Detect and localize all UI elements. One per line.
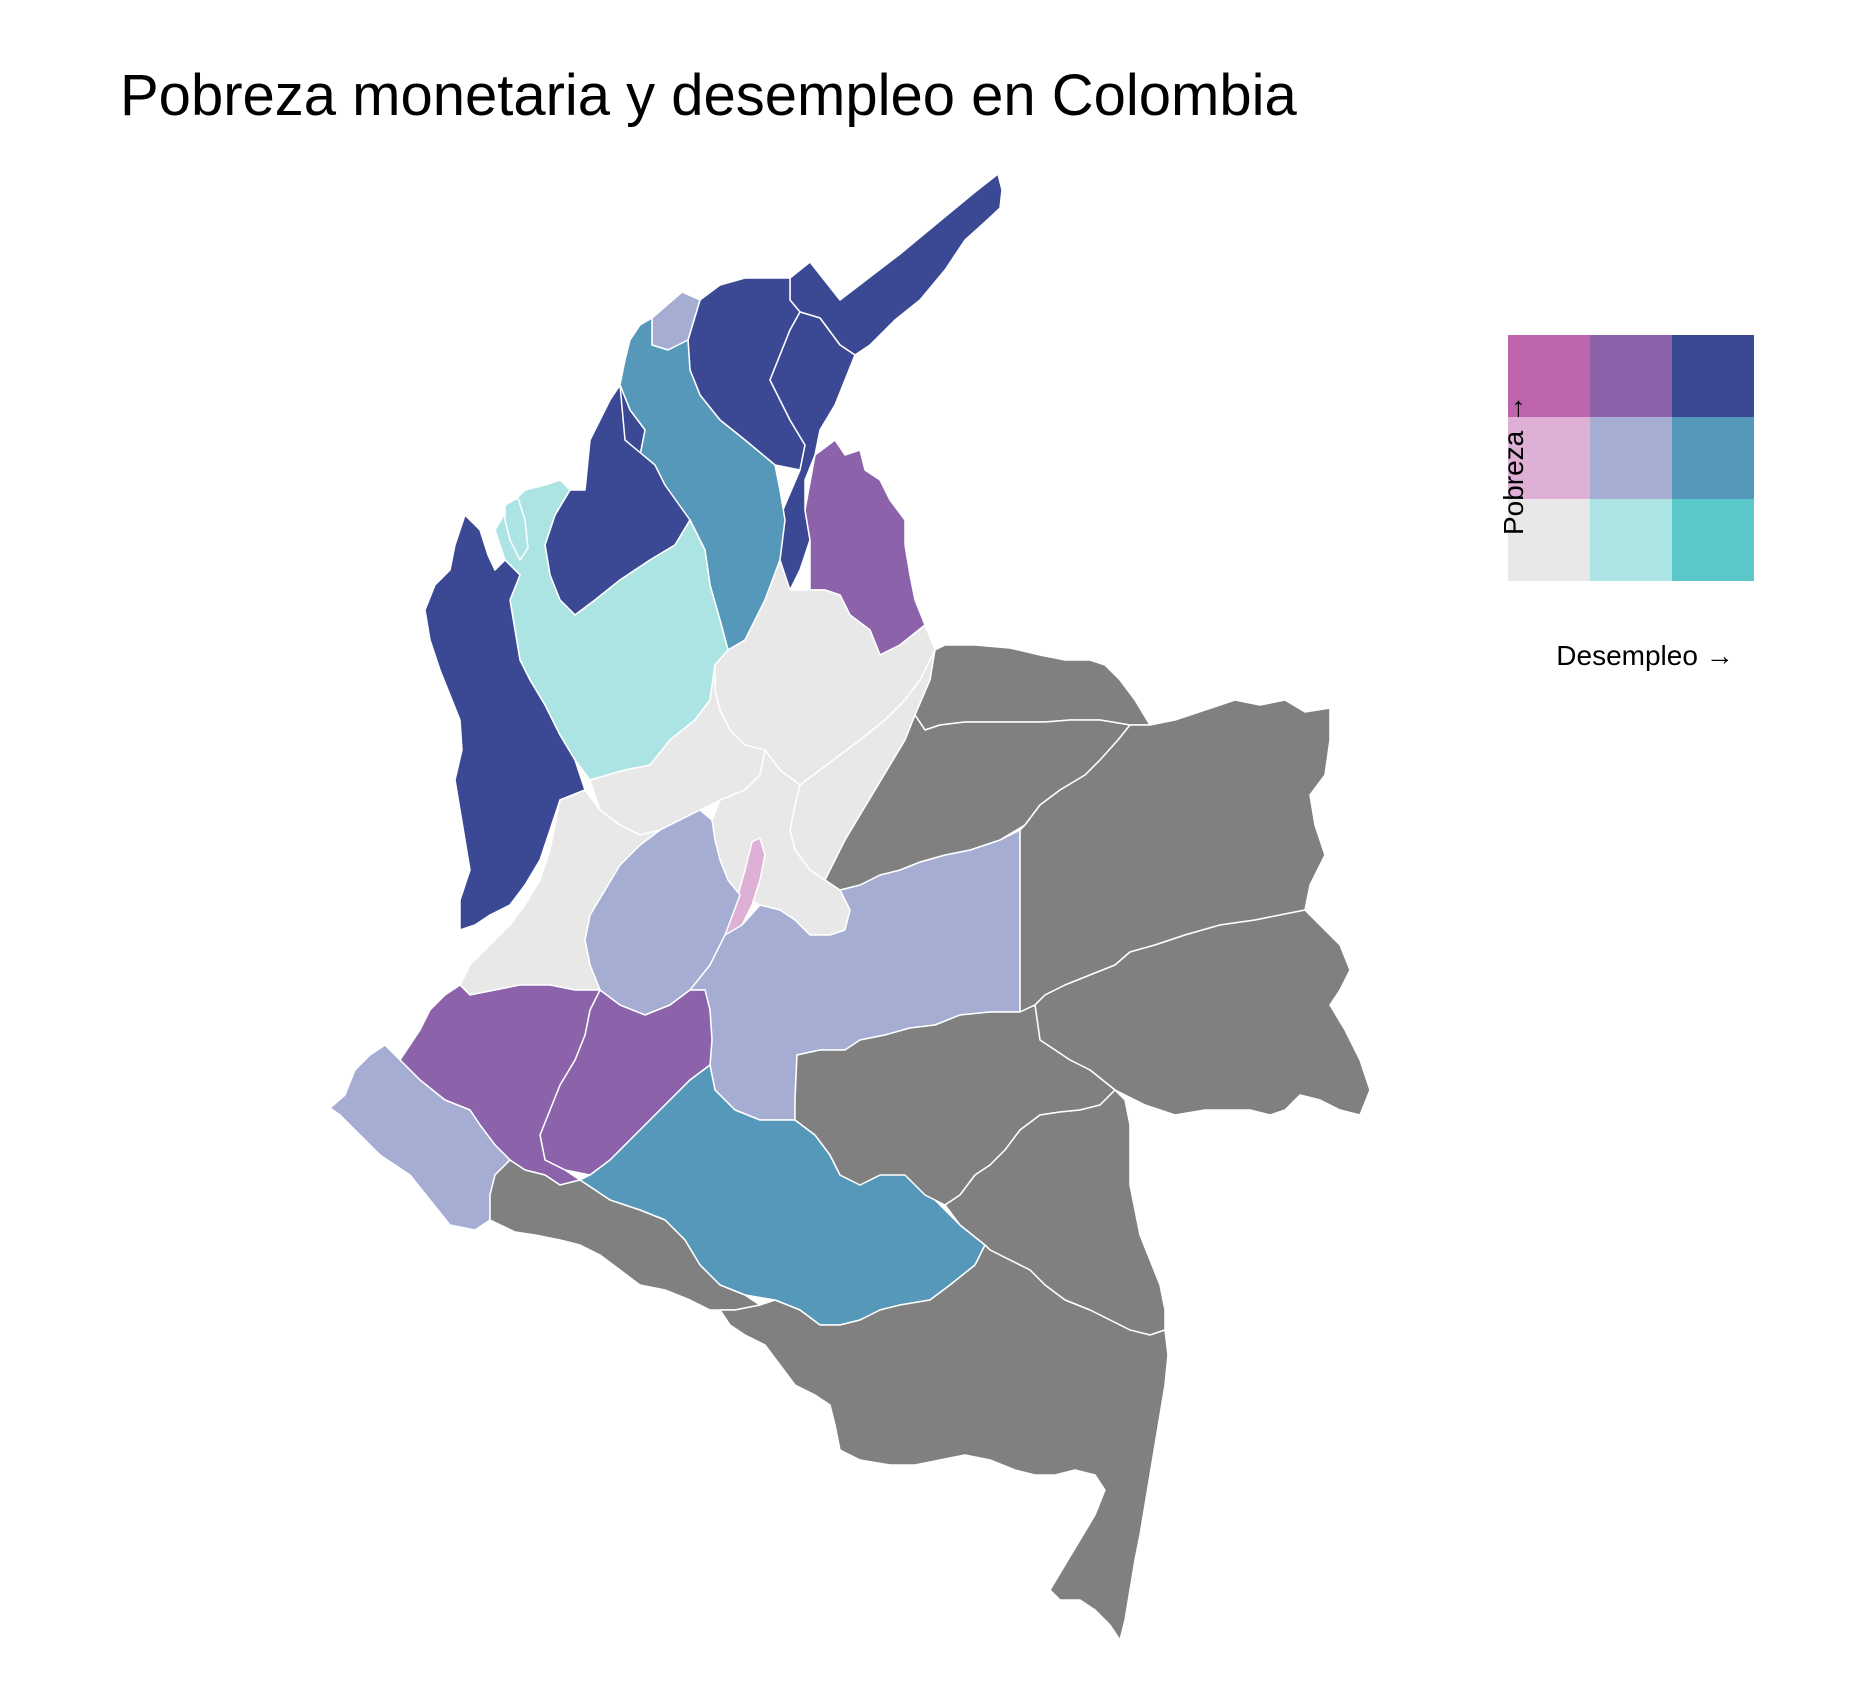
legend-cell-0-2 bbox=[1672, 335, 1754, 417]
legend-cell-0-0 bbox=[1508, 335, 1590, 417]
region-narino[interactable] bbox=[329, 1044, 511, 1231]
legend-cell-1-1 bbox=[1590, 417, 1672, 499]
legend-x-label: Desempleo → bbox=[1556, 640, 1734, 671]
legend-cell-2-1 bbox=[1590, 499, 1672, 581]
region-cesar[interactable] bbox=[769, 311, 856, 591]
bivariate-legend bbox=[1508, 335, 1754, 581]
legend-cell-0-1 bbox=[1590, 335, 1672, 417]
legend-cell-1-0 bbox=[1508, 417, 1590, 499]
legend-cell-2-2 bbox=[1672, 499, 1754, 581]
map-title: Pobreza monetaria y desempleo en Colombi… bbox=[120, 63, 1297, 128]
legend-cell-2-0 bbox=[1508, 499, 1590, 581]
legend-cell-1-2 bbox=[1672, 417, 1754, 499]
region-detail-1 bbox=[504, 497, 529, 561]
region-casanare[interactable] bbox=[824, 714, 1131, 891]
region-choco[interactable] bbox=[424, 514, 586, 931]
region-putumayo[interactable] bbox=[489, 1159, 761, 1311]
region-arauca[interactable] bbox=[914, 644, 1151, 731]
legend-y-label: Pobreza → bbox=[1498, 394, 1529, 536]
region-amazonas[interactable] bbox=[719, 1244, 1169, 1641]
region-guainia[interactable] bbox=[1034, 909, 1371, 1116]
